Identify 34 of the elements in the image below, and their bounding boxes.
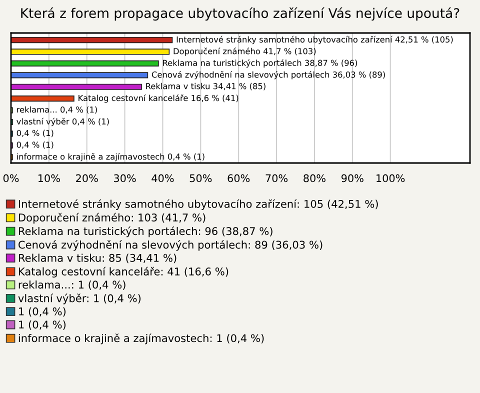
text: Cenová zvýhodnění na slevových portálech 36,03 % (89) — [152, 71, 385, 80]
legend-label: Doporučení známého: 103 (41,7 %) — [18, 212, 206, 224]
legend-label: 1 (0,4 %) — [19, 320, 66, 330]
legend-label: Reklama na turistických portálech: 96 (38,87 %) — [18, 226, 272, 238]
legend-label: Cenová zvýhodnění na slevových portálech: 89 (36,03 %) — [18, 240, 322, 251]
x-tick-label: 90% — [341, 174, 364, 182]
x-tick-label: 50% — [190, 174, 212, 182]
legend-label: informace o krajině a zajímavostech: 1 (0,4 %) — [18, 334, 264, 344]
text: 0,4 % (1) — [16, 141, 54, 149]
text: Doporučení známého 41,7 % (103) — [174, 48, 316, 56]
text: informace o krajině a zajímavostech 0,4 % (1) — [17, 153, 204, 162]
text: Reklama na turistických portálech 38,87 % (96) — [163, 59, 358, 68]
legend-label: Reklama v tisku: 85 (34,41 %) — [18, 254, 176, 264]
legend-label: Katalog cestovní kanceláře: 41 (16,6 %) — [18, 266, 228, 278]
text: Internetové stránky samotného ubytovacího zařízení 42,51 % (105) — [176, 36, 453, 44]
text: vlastní výběr 0,4 % (1) — [16, 118, 109, 126]
legend-label: 1 (0,4 %) — [19, 307, 66, 317]
x-tick-label: 20% — [76, 174, 98, 182]
text: reklama... 0,4 % (1) — [17, 106, 97, 114]
x-tick-label: 60% — [228, 174, 250, 182]
x-tick-label: 80% — [304, 174, 326, 182]
legend-label: Internetové stránky samotného ubytovacího zařízení: 105 (42,51 %) — [18, 199, 378, 210]
legend-label: reklama...: 1 (0,4 %) — [18, 280, 126, 290]
x-tick-label: 30% — [114, 174, 136, 182]
x-tick-label: 100% — [376, 174, 405, 182]
x-tick-label: 70% — [266, 174, 288, 182]
text: 0,4 % (1) — [16, 130, 54, 138]
legend-label: vlastní výběr: 1 (0,4 %) — [18, 294, 141, 304]
text: Reklama v tisku 34,41 % (85) — [146, 82, 266, 90]
x-tick-label: 40% — [152, 174, 174, 182]
chart-title: Která z forem propagace ubytovacího zařízení Vás nejvíce upoutá? — [21, 7, 460, 21]
text: Katalog cestovní kanceláře 16,6 % (41) — [78, 94, 238, 103]
x-tick-label: 0% — [3, 174, 19, 182]
x-tick-label: 10% — [38, 174, 60, 182]
